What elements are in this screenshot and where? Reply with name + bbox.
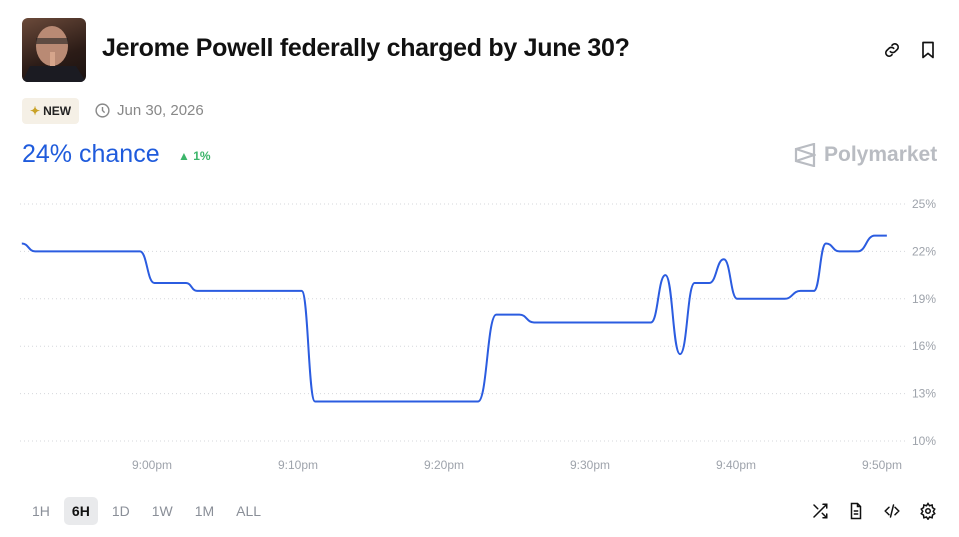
shuffle-icon[interactable] (811, 502, 829, 520)
sparkle-icon: ✦ (30, 104, 41, 118)
range-1m[interactable]: 1M (194, 503, 215, 519)
polymarket-icon (794, 143, 816, 167)
price-chart: 25% 22% 19% 16% 13% 10% 9:00pm 9:10pm 9:20pm 9:30… (20, 197, 936, 472)
clock-icon (95, 103, 110, 118)
brand-name: Polymarket (824, 143, 938, 166)
chance-value: 24% chance (22, 140, 160, 168)
range-1w[interactable]: 1W (151, 503, 173, 519)
end-date: Jun 30, 2026 (94, 102, 204, 119)
y-tick-label: 25% (912, 197, 936, 211)
gear-icon[interactable] (919, 502, 937, 520)
x-tick-label: 9:00pm (132, 458, 172, 472)
link-icon[interactable] (882, 40, 902, 60)
chance-delta: ▲ 1% (178, 149, 211, 163)
y-tick-label: 22% (912, 244, 936, 258)
y-tick-label: 13% (912, 387, 936, 401)
range-1h[interactable]: 1H (32, 503, 50, 519)
x-tick-label: 9:20pm (424, 458, 464, 472)
y-tick-label: 16% (912, 339, 936, 353)
price-line (21, 234, 887, 403)
delta-value: 1% (193, 149, 211, 163)
badge-label: NEW (43, 104, 72, 118)
document-icon[interactable] (847, 502, 865, 520)
x-tick-label: 9:30pm (570, 458, 610, 472)
x-tick-label: 9:50pm (862, 458, 902, 472)
range-all[interactable]: ALL (236, 503, 262, 519)
x-tick-label: 9:40pm (716, 458, 756, 472)
y-tick-label: 10% (912, 434, 936, 448)
new-badge: ✦ NEW (22, 98, 80, 124)
range-6h[interactable]: 6H (63, 497, 98, 525)
market-title: Jerome Powell federally charged by June … (102, 34, 630, 62)
date-text: Jun 30, 2026 (117, 102, 204, 119)
y-tick-label: 19% (912, 292, 936, 306)
market-image (22, 18, 86, 82)
bookmark-icon[interactable] (918, 40, 938, 60)
code-icon[interactable] (883, 502, 901, 520)
range-1d[interactable]: 1D (111, 503, 130, 519)
x-tick-label: 9:10pm (278, 458, 318, 472)
up-arrow-icon: ▲ (178, 149, 194, 163)
polymarket-logo: Polymarket (794, 143, 937, 167)
time-range-selector: 1H 6H 1D 1W 1M ALL (24, 497, 269, 525)
